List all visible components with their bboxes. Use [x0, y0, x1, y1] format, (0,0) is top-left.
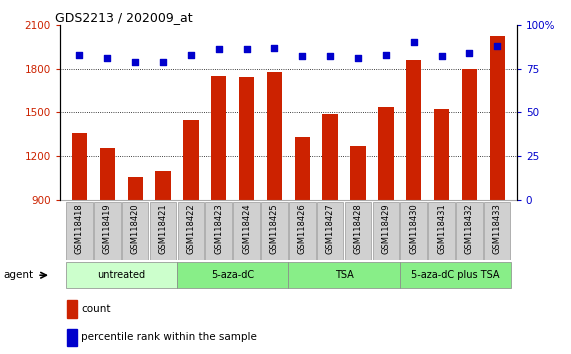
Point — [214, 46, 223, 52]
Point — [297, 53, 307, 59]
Bar — [94, 202, 120, 260]
Text: GSM118432: GSM118432 — [465, 204, 474, 254]
Text: GSM118425: GSM118425 — [270, 204, 279, 254]
Bar — [178, 202, 204, 260]
Text: GSM118430: GSM118430 — [409, 204, 418, 254]
Text: GSM118426: GSM118426 — [298, 204, 307, 254]
Bar — [351, 146, 365, 200]
Text: GSM118428: GSM118428 — [353, 204, 363, 254]
Bar — [428, 202, 455, 260]
Point — [353, 55, 363, 61]
Text: GSM118427: GSM118427 — [325, 204, 335, 254]
Bar — [155, 171, 171, 200]
Point — [242, 46, 251, 52]
Bar — [234, 202, 260, 260]
Point — [437, 53, 446, 59]
Text: GSM118423: GSM118423 — [214, 204, 223, 254]
Bar — [206, 202, 232, 260]
Bar — [66, 262, 177, 288]
Bar — [66, 202, 93, 260]
Bar — [150, 202, 176, 260]
Bar — [295, 137, 310, 200]
Point — [409, 40, 419, 45]
Bar — [288, 262, 400, 288]
Bar — [406, 60, 421, 200]
Bar — [378, 107, 393, 200]
Point — [75, 52, 84, 57]
Text: GSM118419: GSM118419 — [103, 204, 112, 254]
Bar — [261, 202, 288, 260]
Bar — [100, 148, 115, 200]
Bar — [122, 202, 148, 260]
Bar — [267, 72, 282, 200]
Text: GSM118418: GSM118418 — [75, 204, 84, 254]
Bar — [484, 202, 510, 260]
Text: GSM118431: GSM118431 — [437, 204, 446, 254]
Text: count: count — [82, 304, 111, 314]
Point — [158, 59, 167, 64]
Bar — [489, 36, 505, 200]
Text: agent: agent — [3, 270, 33, 280]
Point — [103, 55, 112, 61]
Bar — [400, 262, 511, 288]
Point — [381, 52, 391, 57]
Text: TSA: TSA — [335, 270, 353, 280]
Bar — [67, 329, 77, 346]
Point — [131, 59, 140, 64]
Bar — [239, 78, 254, 200]
Text: GSM118421: GSM118421 — [159, 204, 167, 254]
Bar — [373, 202, 399, 260]
Bar — [211, 76, 226, 200]
Text: GSM118429: GSM118429 — [381, 204, 391, 254]
Point — [465, 50, 474, 56]
Text: GSM118420: GSM118420 — [131, 204, 140, 254]
Text: GSM118422: GSM118422 — [186, 204, 195, 254]
Bar — [456, 202, 482, 260]
Point — [270, 45, 279, 50]
Text: percentile rank within the sample: percentile rank within the sample — [82, 332, 258, 342]
Point — [186, 52, 195, 57]
Text: untreated: untreated — [97, 270, 145, 280]
Text: 5-aza-dC: 5-aza-dC — [211, 270, 254, 280]
Bar — [317, 202, 343, 260]
Bar — [67, 301, 77, 318]
Text: GSM118424: GSM118424 — [242, 204, 251, 254]
Bar — [434, 109, 449, 200]
Bar — [323, 114, 338, 200]
Bar — [289, 202, 316, 260]
Text: 5-aza-dC plus TSA: 5-aza-dC plus TSA — [411, 270, 500, 280]
Bar — [177, 262, 288, 288]
Bar — [127, 177, 143, 200]
Point — [493, 43, 502, 48]
Point — [325, 53, 335, 59]
Text: GSM118433: GSM118433 — [493, 204, 502, 255]
Bar — [183, 120, 199, 200]
Bar — [462, 69, 477, 200]
Bar — [400, 202, 427, 260]
Bar — [345, 202, 371, 260]
Bar — [72, 133, 87, 200]
Text: GDS2213 / 202009_at: GDS2213 / 202009_at — [55, 11, 193, 24]
